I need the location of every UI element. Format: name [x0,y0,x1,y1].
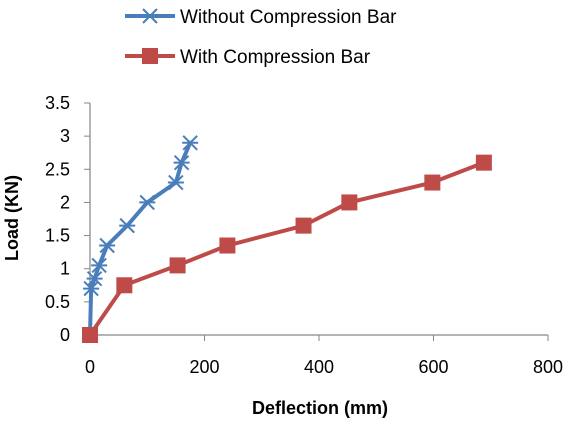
y-tick-label: 1 [60,259,70,279]
y-tick-label: 1.5 [45,226,70,246]
legend-marker [142,48,158,64]
data-point-without-compression-bar [139,194,156,211]
series-line-without-compression-bar [88,140,193,337]
data-point-with-compression-bar [424,174,441,191]
data-point-with-compression-bar [169,257,186,274]
legend-label: Without Compression Bar [180,7,397,28]
data-point-without-compression-bar [173,154,190,171]
y-tick-label: 2 [60,192,70,212]
x-tick-label: 800 [533,357,563,377]
x-axis-title: Deflection (mm) [252,398,388,418]
data-point-without-compression-bar [182,135,199,151]
data-point-without-compression-bar [91,257,108,274]
series-with-compression-bar [82,154,492,343]
series-without-compression-bar [82,135,199,343]
data-point-without-compression-bar [83,280,100,297]
y-tick-label: 0.5 [45,292,70,312]
y-tick-label: 3.5 [45,93,70,113]
y-tick-label: 2.5 [45,159,70,179]
data-point-without-compression-bar [119,217,136,234]
y-axis-title: Load (KN) [2,175,22,261]
data-point-with-compression-bar [82,327,98,343]
series-layer [82,135,492,343]
legend-item-with-compression-bar: With Compression Bar [125,47,371,68]
legend-item-without-compression-bar: Without Compression Bar [125,7,397,28]
data-point-with-compression-bar [341,194,358,211]
data-point-without-compression-bar [99,237,116,254]
data-point-with-compression-bar [475,154,492,171]
data-point-without-compression-bar [167,174,184,191]
legend-label: With Compression Bar [180,47,371,68]
x-tick-label: 600 [418,357,448,377]
data-point-with-compression-bar [295,217,312,234]
legend-marker [142,8,158,24]
series-line-with-compression-bar [88,160,486,337]
legend: Without Compression Bar With Compression … [125,7,397,68]
y-tick-label: 0 [60,325,70,345]
data-point-with-compression-bar [116,277,133,294]
x-tick-label: 200 [189,357,219,377]
data-point-with-compression-bar [219,237,236,254]
plot-axes: 0 0.5 1 1.5 2 2.5 3 3.5 0 200 400 600 800 [45,93,563,377]
x-tick-label: 0 [85,357,95,377]
x-tick-label: 400 [304,357,334,377]
data-point-without-compression-bar [86,270,103,287]
y-tick-label: 3 [60,126,70,146]
